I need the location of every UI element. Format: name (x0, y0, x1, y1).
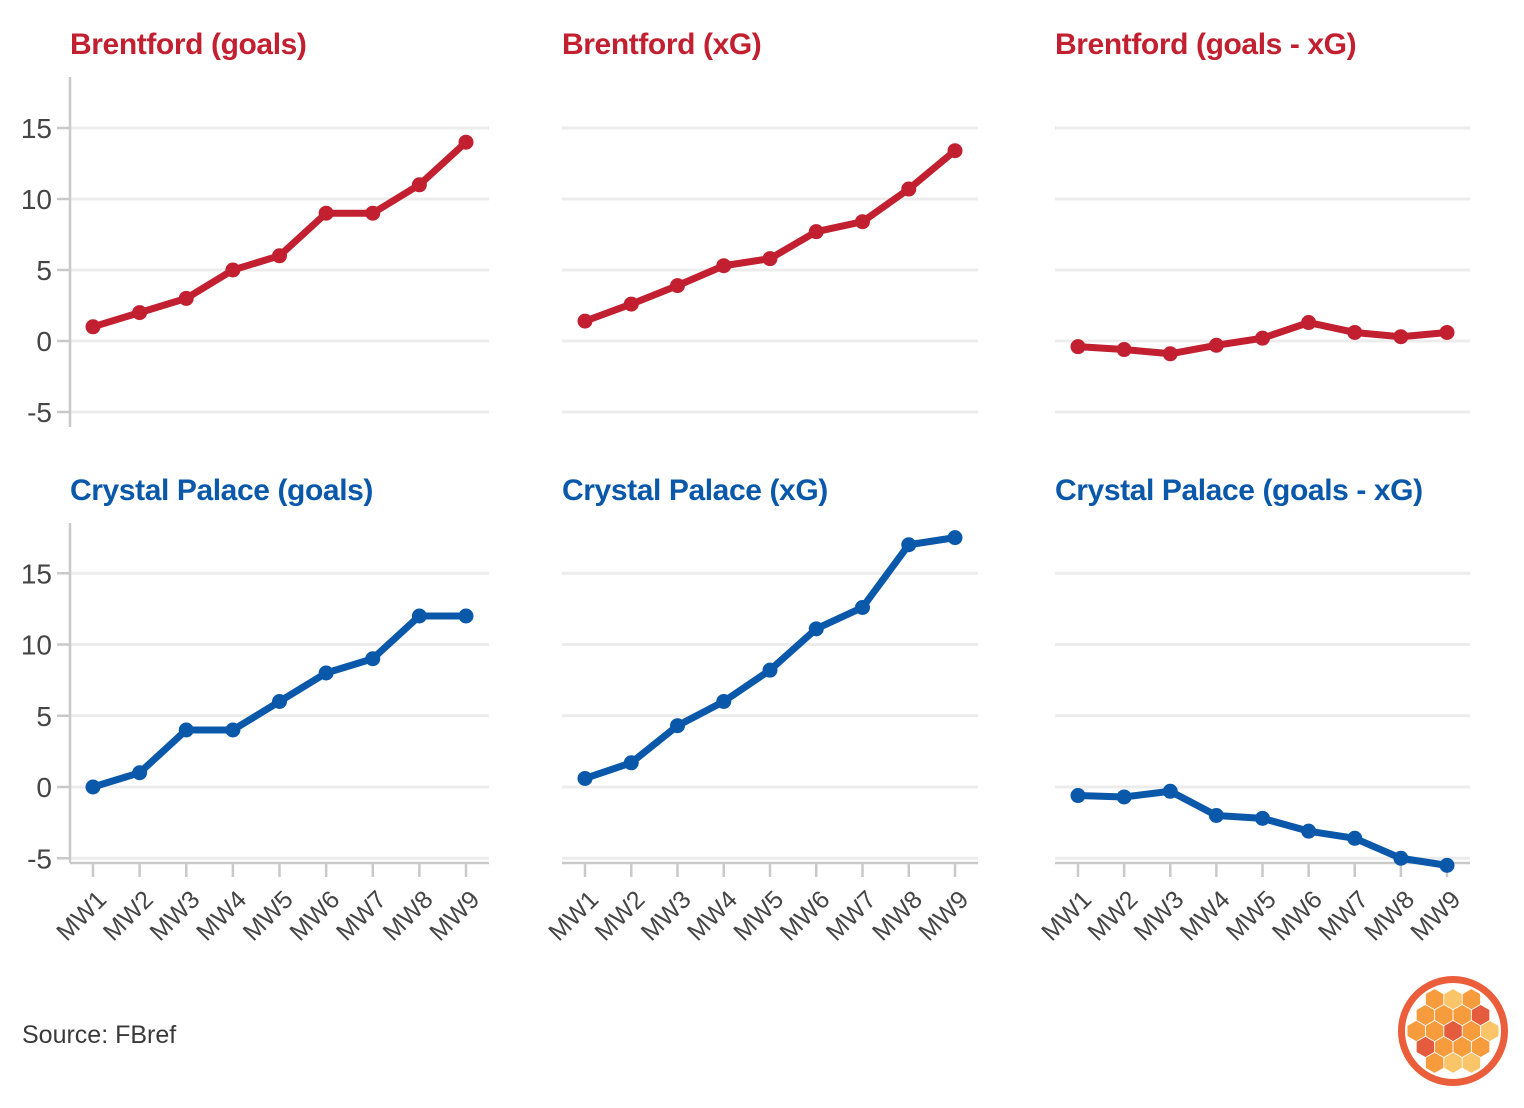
honeycomb-logo (1398, 976, 1508, 1086)
svg-text:-5: -5 (27, 843, 52, 874)
chart-title-brentford-goals: Brentford (goals) (70, 28, 307, 61)
svg-text:MW5: MW5 (238, 885, 299, 946)
svg-text:MW1: MW1 (543, 885, 604, 946)
svg-text:MW5: MW5 (1221, 885, 1282, 946)
svg-text:MW4: MW4 (682, 885, 743, 946)
svg-text:MW3: MW3 (1128, 885, 1189, 946)
svg-text:5: 5 (36, 701, 52, 732)
svg-text:MW9: MW9 (1405, 885, 1466, 946)
svg-text:MW7: MW7 (1313, 885, 1374, 946)
svg-text:MW9: MW9 (913, 885, 974, 946)
svg-text:MW4: MW4 (191, 885, 252, 946)
chart-crystal-palace-diff: MW1 MW2 MW3 MW4 MW5 MW6 MW7 MW8 MW9 Crystal Pala… (1016, 460, 1524, 980)
chart-brentford-diff: Brentford (goals - xG) (1016, 0, 1524, 460)
svg-text:MW2: MW2 (1082, 885, 1143, 946)
svg-text:10: 10 (21, 630, 52, 661)
svg-text:10: 10 (21, 184, 52, 215)
brentford-diff-plot (1055, 126, 1470, 414)
chart-brentford-xg: Brentford (xG) (508, 0, 1016, 460)
chart-title-crystal-palace-goals: Crystal Palace (goals) (70, 474, 374, 507)
svg-text:MW6: MW6 (284, 885, 345, 946)
svg-text:MW7: MW7 (821, 885, 882, 946)
chart-title-crystal-palace-xg: Crystal Palace (xG) (562, 474, 828, 507)
chart-title-crystal-palace-diff: Crystal Palace (goals - xG) (1055, 474, 1423, 507)
svg-text:MW4: MW4 (1175, 885, 1236, 946)
svg-text:MW8: MW8 (378, 885, 439, 946)
chart-title-brentford-xg: Brentford (xG) (562, 28, 762, 61)
svg-text:MW8: MW8 (867, 885, 928, 946)
brentford-xg-plot (562, 126, 978, 414)
svg-text:MW2: MW2 (98, 885, 159, 946)
svg-text:MW6: MW6 (1267, 885, 1328, 946)
svg-text:MW2: MW2 (589, 885, 650, 946)
svg-text:MW6: MW6 (774, 885, 835, 946)
svg-text:0: 0 (36, 326, 52, 357)
brentford-goals-plot: -5 0 5 10 15 (21, 77, 489, 428)
svg-text:5: 5 (36, 255, 52, 286)
chart-crystal-palace-goals: -5 0 5 10 15 MW1 MW2 MW3 MW4 MW5 MW6 MW7 MW8 MW9 Crys… (0, 460, 508, 980)
svg-text:15: 15 (21, 113, 52, 144)
svg-text:MW5: MW5 (728, 885, 789, 946)
svg-text:15: 15 (21, 558, 52, 589)
chart-brentford-goals: -5 0 5 10 15 Brentford (goals) (0, 0, 508, 460)
svg-text:MW3: MW3 (144, 885, 205, 946)
svg-text:0: 0 (36, 772, 52, 803)
chart-title-brentford-diff: Brentford (goals - xG) (1055, 28, 1357, 61)
svg-text:MW3: MW3 (636, 885, 697, 946)
svg-text:MW1: MW1 (51, 885, 112, 946)
svg-text:MW1: MW1 (1036, 885, 1097, 946)
svg-text:MW8: MW8 (1359, 885, 1420, 946)
svg-text:MW9: MW9 (424, 885, 485, 946)
svg-text:MW7: MW7 (331, 885, 392, 946)
source-credit: Source: FBref (22, 1021, 177, 1049)
chart-crystal-palace-xg: MW1 MW2 MW3 MW4 MW5 MW6 MW7 MW8 MW9 Crystal Pala… (508, 460, 1016, 980)
svg-text:-5: -5 (27, 397, 52, 428)
